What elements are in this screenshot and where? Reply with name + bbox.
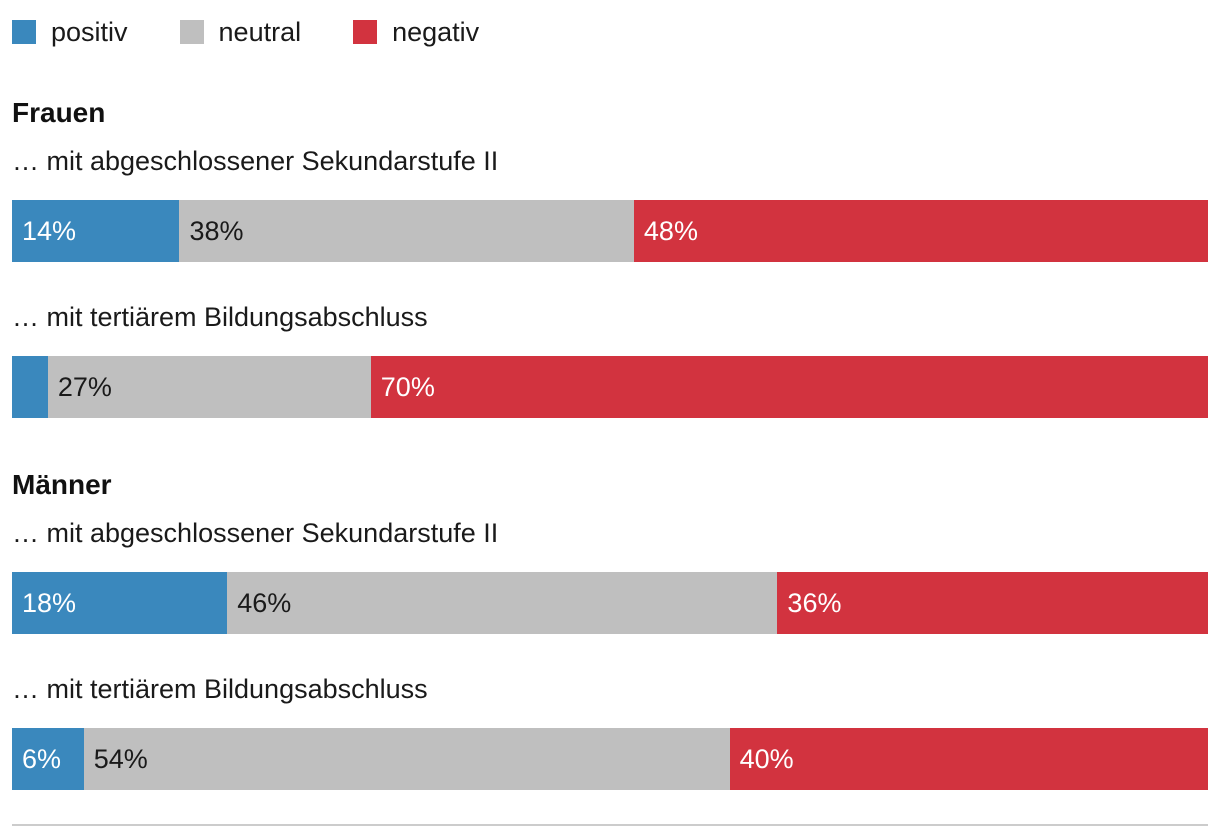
bar-segment-neutral: 54%	[83, 728, 730, 790]
row-label: … mit abgeschlossener Sekundarstufe II	[12, 146, 499, 176]
bar-segment-negativ: 40%	[729, 728, 1208, 790]
group-title: Frauen	[12, 97, 106, 128]
bar-segment-neutral: 46%	[227, 572, 778, 634]
legend-label: positiv	[51, 17, 128, 47]
bar-segment-label: 70%	[380, 371, 435, 402]
row-label: … mit tertiärem Bildungsabschluss	[12, 302, 428, 332]
legend-label: neutral	[218, 17, 302, 47]
legend-item-positiv: positiv	[12, 18, 128, 46]
bar-segment-label: 18%	[22, 587, 77, 618]
stacked-bar: 6% 54% 40%	[12, 728, 1208, 790]
stacked-bar: 14% 38% 48%	[12, 200, 1208, 262]
legend-item-neutral: neutral	[179, 17, 302, 47]
bar-segment-label: 46%	[237, 587, 292, 618]
stacked-bar: 18% 46% 36%	[12, 572, 1208, 634]
bar-segment-positiv: 14%	[12, 200, 180, 262]
bar-segment-positiv: 6%	[12, 728, 84, 790]
bar-segment-neutral: 38%	[179, 200, 634, 262]
bar-segment-positiv	[12, 356, 48, 418]
bar-segment-label: 38%	[189, 215, 244, 246]
bar-segment-label: 14%	[22, 215, 77, 246]
stacked-bar: 27% 70%	[12, 356, 1208, 418]
group-title: Männer	[12, 469, 112, 500]
bar-segment-label: 54%	[93, 743, 148, 774]
bar-segment-label: 27%	[57, 371, 112, 402]
legend-swatch	[12, 20, 36, 44]
bar-segment-positiv: 18%	[12, 572, 228, 634]
legend-item-negativ: negativ	[353, 18, 479, 46]
bar-segment-label: 40%	[739, 743, 794, 774]
legend-swatch	[179, 20, 204, 44]
bar-segment-label: 6%	[22, 743, 62, 774]
bar-segment-neutral: 27%	[47, 356, 371, 418]
bar-segment-label: 48%	[643, 215, 698, 246]
legend: positiv neutral negativ	[12, 18, 1208, 46]
bar-segment-negativ: 36%	[777, 572, 1208, 634]
legend-swatch	[353, 20, 378, 44]
legend-label: negativ	[392, 17, 480, 47]
chart: Frauen … mit abgeschlossener Sekundarstuf…	[12, 96, 1208, 790]
bottom-divider	[12, 824, 1208, 826]
bar-segment-label: 36%	[787, 587, 842, 618]
row-label: … mit abgeschlossener Sekundarstufe II	[12, 518, 499, 548]
row-label: … mit tertiärem Bildungsabschluss	[12, 674, 428, 704]
bar-segment-negativ: 70%	[370, 356, 1208, 418]
bar-segment-negativ: 48%	[633, 200, 1208, 262]
